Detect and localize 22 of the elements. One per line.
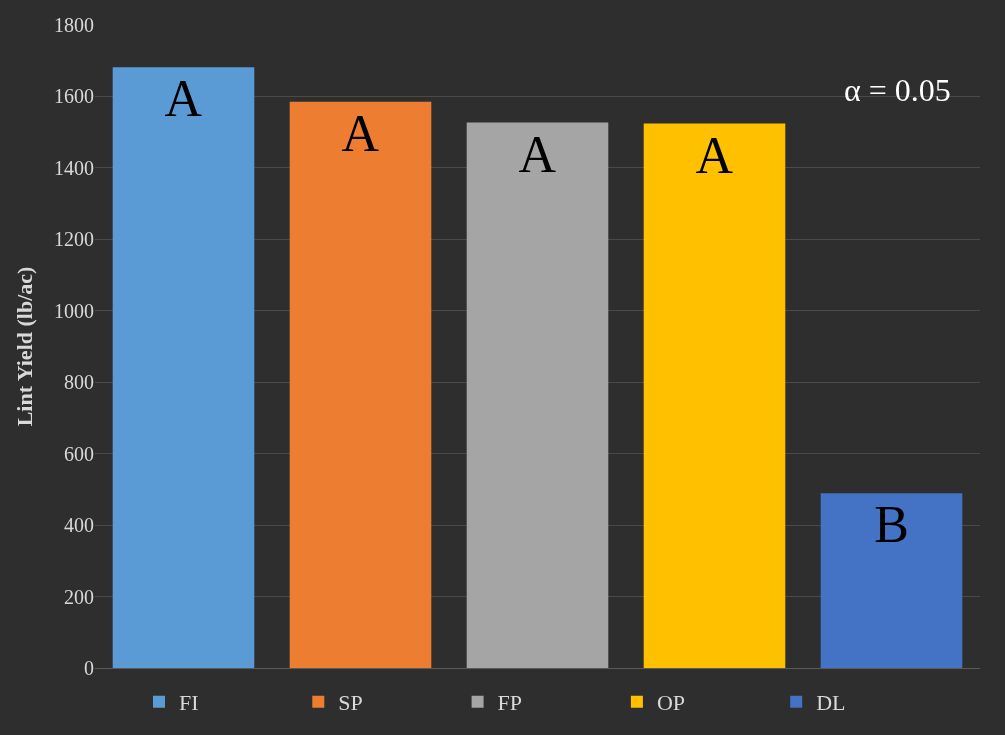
legend-label: FP xyxy=(497,690,523,716)
legend-label: FI xyxy=(179,690,199,716)
legend-label: DL xyxy=(816,690,846,716)
legend-label: SP xyxy=(338,690,363,716)
data-label: A xyxy=(341,104,380,162)
y-tick-label: 600 xyxy=(64,442,94,465)
y-tick-label: 400 xyxy=(64,514,94,537)
data-label: A xyxy=(695,126,734,184)
y-tick-label: 0 xyxy=(84,657,94,679)
y-tick-label: 1000 xyxy=(54,299,94,322)
y-tick-label: 1400 xyxy=(54,156,94,179)
y-tick-label: 800 xyxy=(64,371,94,394)
y-tick-label: 200 xyxy=(64,585,94,608)
data-label: A xyxy=(164,70,203,128)
y-tick-label: 1600 xyxy=(54,85,94,108)
y-tick-label: 1800 xyxy=(54,14,94,36)
y-tick-label: 1200 xyxy=(54,228,94,251)
data-label: B xyxy=(874,496,909,554)
legend-label: OP xyxy=(656,690,686,716)
data-label: A xyxy=(518,125,557,183)
annotation: α = 0.05 xyxy=(844,72,951,108)
y-axis-title: Lint Yield (lb/ac) xyxy=(11,266,37,427)
